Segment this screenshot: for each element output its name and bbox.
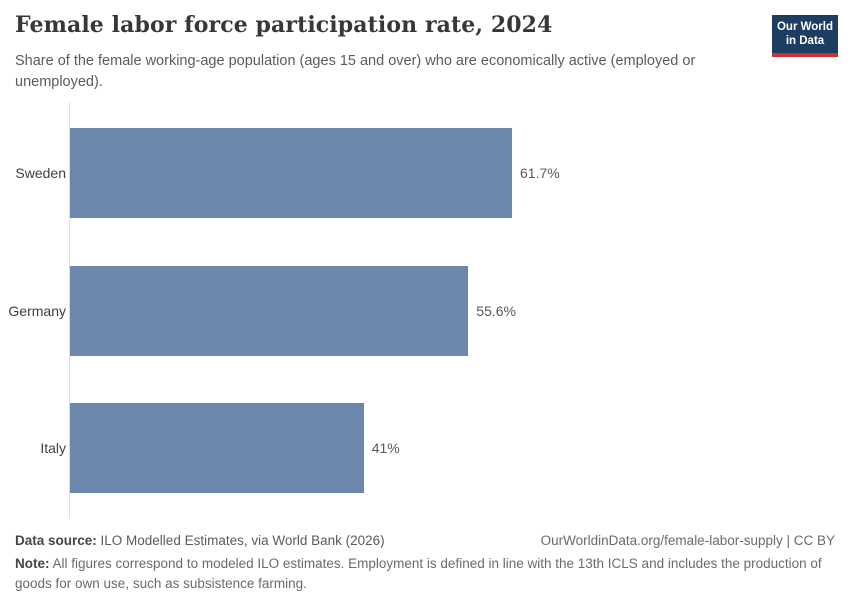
chart-subtitle: Share of the female working-age populati… — [15, 53, 696, 90]
note-label: Note: — [15, 556, 50, 571]
y-axis-line — [69, 102, 70, 518]
category-label-sweden: Sweden — [15, 165, 66, 181]
owid-url-license-link[interactable]: OurWorldinData.org/female-labor-supply |… — [540, 533, 835, 548]
note-line: Note: All figures correspond to modeled … — [15, 554, 827, 595]
owid-logo-line2: in Data — [785, 35, 825, 48]
data-source-label: Data source: — [15, 533, 97, 548]
chart-title: Female labor force participation rate, 2… — [15, 12, 553, 38]
value-label-sweden: 61.7% — [520, 165, 560, 181]
bar-italy[interactable] — [70, 403, 364, 493]
value-label-italy: 41% — [371, 440, 400, 456]
owid-logo-line1: Our World — [776, 21, 833, 33]
data-source-line: Data source: ILO Modelled Estimates, via… — [15, 533, 385, 548]
bar-germany[interactable] — [70, 265, 469, 356]
category-label-italy: Italy — [40, 440, 66, 456]
note-text: All figures correspond to modeled ILO es… — [15, 556, 822, 592]
bar-sweden[interactable] — [70, 128, 512, 218]
category-label-germany: Germany — [8, 302, 66, 319]
owid-logo[interactable]: Our World in Data — [772, 15, 838, 57]
data-source-text: ILO Modelled Estimates, via World Bank (… — [96, 533, 385, 548]
value-label-germany: 55.6% — [476, 302, 516, 319]
